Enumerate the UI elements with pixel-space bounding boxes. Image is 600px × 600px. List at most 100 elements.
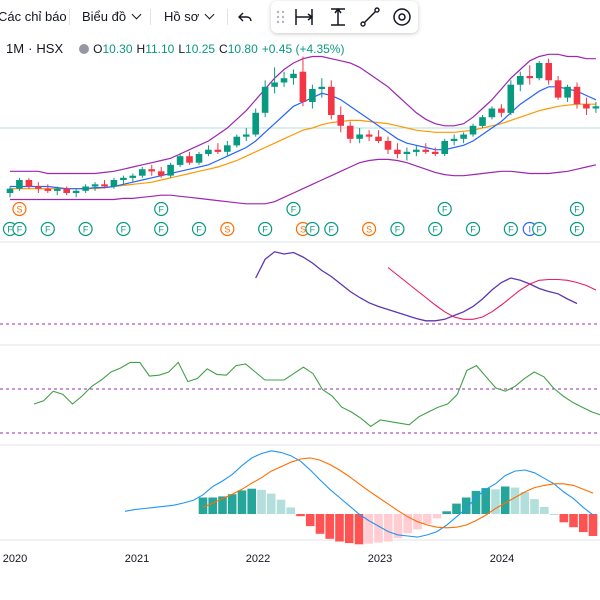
macd-histogram-bar xyxy=(520,492,530,514)
status-dot-icon xyxy=(79,44,90,54)
candle-body xyxy=(422,149,430,152)
event-marker xyxy=(503,221,518,237)
macd-histogram-bar xyxy=(354,514,364,545)
date-range-icon[interactable] xyxy=(293,6,315,28)
candle-body xyxy=(261,86,269,113)
price-range-icon[interactable] xyxy=(327,6,349,28)
candle-body xyxy=(535,63,543,79)
macd-histogram-bar xyxy=(296,514,305,517)
candle-body xyxy=(460,134,467,139)
drawing-toolbar xyxy=(271,1,418,33)
indicators-button[interactable]: Các chỉ báo xyxy=(0,7,67,27)
event-marker xyxy=(390,221,405,237)
macd-histogram-bar xyxy=(305,514,315,527)
eye-icon[interactable] xyxy=(391,6,413,28)
event-marker-label: F xyxy=(574,205,580,215)
event-marker-label: F xyxy=(17,225,23,235)
top-toolbar: Các chỉ báo Biểu đồ Hồ sơ xyxy=(0,0,600,34)
event-marker xyxy=(154,221,169,237)
event-marker-label: F xyxy=(329,225,335,235)
symbol-label[interactable]: HSX xyxy=(36,41,64,56)
x-axis-tick-label: 2022 xyxy=(246,553,270,565)
interval-label[interactable]: 1M xyxy=(6,41,25,56)
candle-body xyxy=(176,156,184,165)
high-value: 11.10 xyxy=(145,42,175,56)
x-axis-tick-label: 2024 xyxy=(490,553,514,565)
candle-body xyxy=(507,84,515,113)
event-marker-label: F xyxy=(433,225,439,235)
candle-body xyxy=(233,136,241,146)
stoch-k-line xyxy=(255,251,578,322)
toolbar-divider xyxy=(150,9,151,25)
candle-body xyxy=(120,177,127,180)
candle-body xyxy=(195,154,203,163)
candle-body xyxy=(450,138,458,141)
event-marker-label: F xyxy=(310,225,316,235)
candle-body xyxy=(375,136,382,141)
macd-histogram-bar xyxy=(208,497,217,514)
macd-histogram-bar xyxy=(344,514,354,544)
candle-body xyxy=(82,186,89,191)
long-ma-line xyxy=(10,103,596,190)
x-axis-tick-label: 2021 xyxy=(125,553,149,565)
event-marker-label: S xyxy=(224,225,230,235)
candle-body xyxy=(139,169,146,176)
macd-histogram-bar xyxy=(510,487,520,514)
candle-body xyxy=(356,134,363,139)
candle-body xyxy=(318,86,326,89)
toolbar-divider xyxy=(227,9,228,25)
undo-button[interactable] xyxy=(237,7,255,27)
high-label: H xyxy=(136,42,146,56)
macd-histogram-bar xyxy=(442,511,451,515)
macd-histogram-bar xyxy=(257,489,266,514)
macd-histogram-bar xyxy=(569,514,578,528)
candle-body xyxy=(365,134,373,137)
candle-body xyxy=(242,134,250,137)
candle-body xyxy=(214,149,222,152)
drag-handle-icon[interactable] xyxy=(275,6,287,28)
event-marker-label: F xyxy=(83,225,89,235)
macd-histogram-bar xyxy=(325,514,334,539)
profile-menu-button[interactable]: Hồ sơ xyxy=(164,7,215,27)
low-label: L xyxy=(178,42,186,56)
candle-body xyxy=(328,86,335,115)
event-marker xyxy=(40,221,55,237)
macd-histogram-bar xyxy=(374,514,383,543)
candle-body xyxy=(309,89,316,102)
macd-histogram-bar xyxy=(403,514,412,534)
candle-body xyxy=(205,149,212,154)
macd-histogram-bar xyxy=(491,489,500,515)
candle-body xyxy=(101,184,108,187)
candle-body xyxy=(431,151,439,154)
candle-body xyxy=(110,180,118,187)
undo-icon xyxy=(238,12,252,22)
macd-line xyxy=(124,450,594,538)
lower-band-line xyxy=(10,158,597,205)
event-marker-label: F xyxy=(158,205,164,215)
event-marker-label: I xyxy=(528,225,531,235)
macd-histogram-bar xyxy=(432,514,442,519)
macd-histogram-bar xyxy=(530,499,539,514)
close-value: 10.80 xyxy=(227,42,258,56)
candle-body xyxy=(545,63,552,81)
event-marker xyxy=(78,221,93,237)
chart-menu-button[interactable]: Biểu đồ xyxy=(82,7,142,27)
macd-histogram-bar xyxy=(393,514,403,539)
event-marker-label: S xyxy=(366,225,372,235)
event-marker-label: F xyxy=(395,225,401,235)
trend-line-icon[interactable] xyxy=(359,6,381,28)
candle-body xyxy=(299,71,307,102)
chart-menu-label: Biểu đồ xyxy=(82,9,127,24)
macd-histogram-bar xyxy=(540,506,549,514)
open-label: O xyxy=(93,42,103,56)
macd-signal-line xyxy=(202,457,594,529)
candle-body xyxy=(25,180,33,187)
candle-body xyxy=(54,188,61,191)
event-marker xyxy=(286,201,301,217)
macd-histogram-bar xyxy=(315,514,325,534)
ohlc-legend: 1M · HSX O10.30 H11.10 L10.25 C10.80 +0.45 (+4.… xyxy=(6,41,345,56)
event-marker-label: F xyxy=(508,225,514,235)
open-value: 10.30 xyxy=(102,42,133,56)
candle-body xyxy=(564,86,571,98)
